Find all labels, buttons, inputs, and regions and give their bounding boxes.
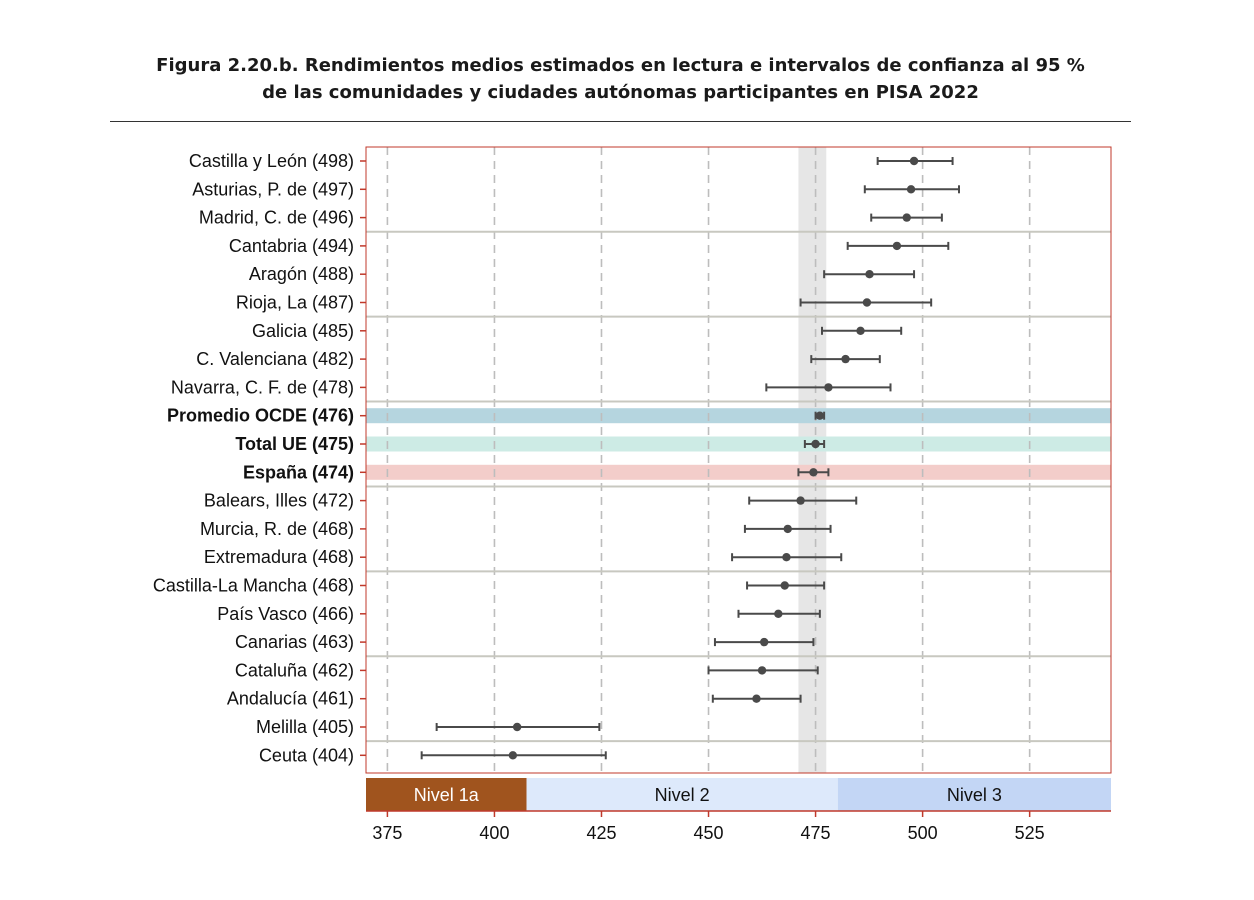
mean-point: [841, 354, 850, 364]
mean-point: [783, 524, 792, 534]
mean-point: [906, 185, 916, 194]
category-label: Castilla-La Mancha (468): [153, 576, 354, 596]
level-band: [366, 778, 527, 811]
title-divider: [110, 121, 1131, 122]
mean-point: [508, 751, 518, 760]
mean-point: [856, 326, 865, 335]
row-highlight: [366, 464, 1111, 480]
category-label: Asturias, P. de (497): [192, 179, 354, 199]
category-label: Galicia (485): [252, 321, 354, 341]
category-label: Ceuta (404): [259, 745, 354, 765]
x-tick-label: 450: [694, 823, 724, 843]
category-label: Balears, Illes (472): [204, 491, 354, 511]
category-label: España (474): [243, 462, 354, 482]
mean-point: [782, 553, 791, 562]
mean-point: [752, 694, 761, 703]
mean-point: [757, 666, 767, 675]
category-label: Cantabria (494): [229, 236, 354, 256]
category-label: Melilla (405): [256, 717, 354, 737]
x-tick-label: 425: [586, 823, 616, 843]
level-band: [526, 778, 838, 811]
mean-point: [774, 609, 783, 618]
category-label: Castilla y León (498): [189, 151, 354, 171]
chart-title-line1: Figura 2.20.b. Rendimientos medios estim…: [156, 55, 1085, 76]
mean-point: [862, 298, 872, 307]
plot-frame: [365, 146, 1112, 774]
category-label: Aragón (488): [249, 264, 354, 284]
mean-point: [865, 270, 874, 279]
category-label: Canarias (463): [235, 632, 354, 652]
mean-point: [780, 581, 789, 590]
x-tick-label: 375: [372, 823, 402, 843]
level-band-label: Nivel 2: [655, 785, 710, 805]
category-label: Extremadura (468): [204, 547, 354, 567]
category-label: Murcia, R. de (468): [200, 519, 354, 539]
category-label: Rioja, La (487): [236, 293, 354, 313]
level-band-label: Nivel 1a: [414, 785, 480, 805]
chart-title: Figura 2.20.b. Rendimientos medios estim…: [110, 52, 1131, 106]
reference-band: [798, 147, 827, 773]
level-band-label: Nivel 3: [947, 785, 1002, 805]
mean-point: [909, 156, 919, 166]
row-highlight: [366, 408, 1111, 424]
category-label: Promedio OCDE (476): [167, 406, 354, 426]
mean-point: [809, 468, 818, 477]
x-tick-label: 525: [1015, 823, 1045, 843]
category-label: Andalucía (461): [227, 689, 354, 709]
category-label: Cataluña (462): [235, 660, 354, 680]
chart-title-line2: de las comunidades y ciudades autónomas …: [262, 82, 979, 103]
category-label: País Vasco (466): [217, 604, 354, 624]
category-label: C. Valenciana (482): [196, 349, 354, 369]
x-tick-label: 400: [479, 823, 509, 843]
level-band: [837, 778, 1111, 811]
mean-point: [902, 213, 911, 222]
mean-point: [892, 241, 902, 251]
mean-point: [811, 439, 820, 449]
x-tick-label: 475: [801, 823, 831, 843]
mean-point: [824, 383, 833, 392]
x-tick-label: 500: [908, 823, 938, 843]
category-label: Madrid, C. de (496): [199, 208, 354, 228]
mean-point: [796, 496, 805, 505]
category-label: Navarra, C. F. de (478): [171, 377, 354, 397]
mean-point: [759, 637, 769, 647]
category-label: Total UE (475): [235, 434, 354, 454]
mean-point: [512, 722, 522, 732]
mean-point: [815, 411, 825, 420]
row-highlight: [366, 436, 1111, 452]
